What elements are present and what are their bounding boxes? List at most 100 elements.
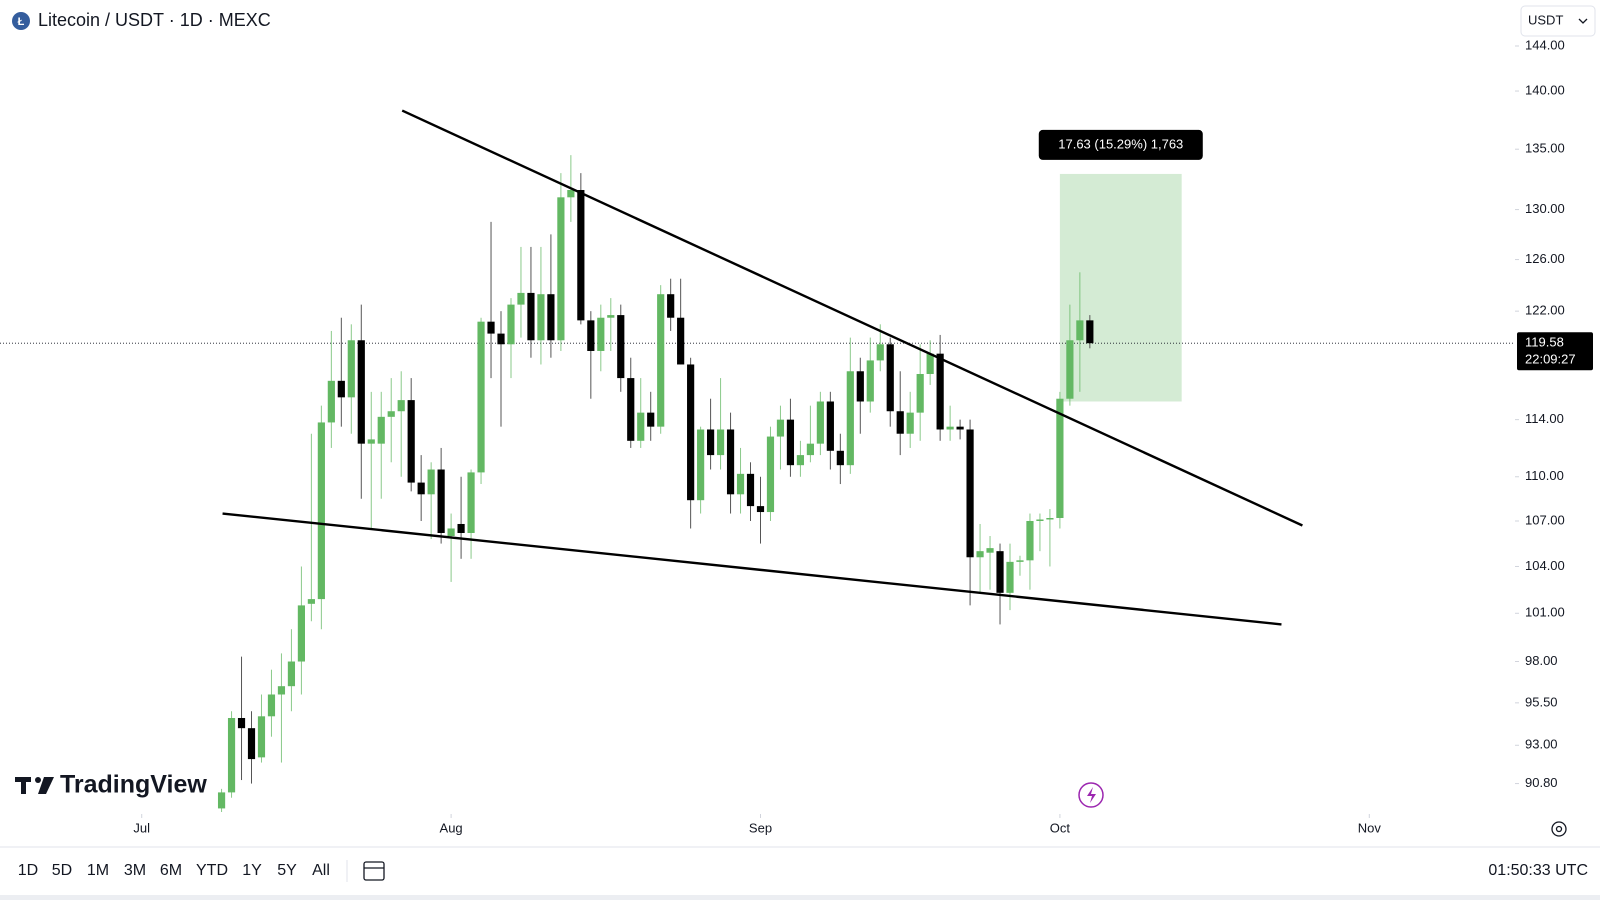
y-tick-label: 140.00 xyxy=(1525,82,1565,97)
candle-body xyxy=(1026,520,1034,561)
candle-body xyxy=(707,429,715,456)
candle-body xyxy=(587,320,595,351)
candle-body xyxy=(816,401,824,444)
candle-body xyxy=(627,378,635,441)
candle-body xyxy=(677,317,685,365)
candle-body xyxy=(337,380,345,398)
x-tick-label: Sep xyxy=(749,820,772,835)
candle-body xyxy=(856,371,864,402)
y-tick-label: 110.00 xyxy=(1525,468,1564,483)
logo-shape xyxy=(38,777,54,794)
candle-body xyxy=(866,360,874,402)
candle-body xyxy=(537,294,545,341)
candle-body xyxy=(287,661,296,687)
candle-body xyxy=(487,321,495,334)
range-button[interactable]: All xyxy=(312,862,330,879)
candle-body xyxy=(986,548,994,553)
calendar-icon[interactable] xyxy=(363,861,385,881)
candle-body xyxy=(387,411,395,417)
y-tick-label: 93.00 xyxy=(1525,737,1558,752)
candle-body xyxy=(427,469,435,495)
candle-body xyxy=(417,482,425,495)
candle-body xyxy=(477,321,485,473)
candle-body xyxy=(277,686,286,695)
candle-body xyxy=(447,528,455,537)
candle-body xyxy=(557,197,565,341)
candle-body xyxy=(247,728,256,760)
candle-body xyxy=(996,551,1004,593)
candle-body xyxy=(317,422,325,600)
x-tick-label: Jul xyxy=(133,820,150,835)
candle-body xyxy=(876,344,884,361)
y-tick-label: 130.00 xyxy=(1525,201,1565,216)
y-tick-label: 135.00 xyxy=(1525,141,1565,156)
candle-body xyxy=(736,473,745,495)
candle-body xyxy=(836,450,844,466)
currency-label[interactable]: USDT xyxy=(1528,12,1563,27)
candle-body xyxy=(507,304,515,345)
candle-body xyxy=(307,599,315,604)
candle-body xyxy=(607,315,615,318)
symbol-title[interactable]: Litecoin / USDT · 1D · MEXC xyxy=(38,10,271,30)
candle-body xyxy=(547,294,555,341)
candle-body xyxy=(756,506,765,513)
y-tick-label: 98.00 xyxy=(1525,653,1558,668)
candle-body xyxy=(667,294,675,318)
candle-body xyxy=(327,380,335,423)
y-tick-label: 104.00 xyxy=(1525,558,1565,573)
candle-body xyxy=(796,455,805,466)
position-label-box xyxy=(1038,129,1203,160)
candle-body xyxy=(657,294,665,427)
y-tick-label: 122.00 xyxy=(1525,303,1565,318)
range-button[interactable]: 5D xyxy=(52,862,72,879)
candle-body xyxy=(946,426,954,430)
logo-shape xyxy=(35,777,41,783)
trendline xyxy=(401,109,1303,527)
candle-body xyxy=(846,371,854,466)
candle-body xyxy=(697,429,705,501)
candle-body xyxy=(437,469,445,533)
lightning-glyph xyxy=(1087,787,1096,803)
candle-body xyxy=(1046,518,1054,520)
coin-icon-glyph: Ł xyxy=(18,16,25,28)
candle-body xyxy=(467,472,475,533)
dropdown-caret xyxy=(1578,18,1588,24)
candle-body xyxy=(976,551,984,558)
candle-body xyxy=(357,340,365,444)
range-button[interactable]: 3M xyxy=(124,862,146,879)
range-button[interactable]: 5Y xyxy=(277,862,297,879)
range-button[interactable]: 1D xyxy=(18,862,38,879)
candle-body xyxy=(237,717,246,729)
y-tick-label: 95.50 xyxy=(1525,694,1558,709)
candle-body xyxy=(1076,320,1084,341)
candle-body xyxy=(766,436,775,513)
trendline xyxy=(222,512,1282,626)
candle-body xyxy=(517,292,525,305)
candle-body xyxy=(527,292,535,341)
range-button[interactable]: YTD xyxy=(196,862,228,879)
y-tick-label: 144.00 xyxy=(1525,37,1565,52)
position-target-zone xyxy=(1059,173,1182,402)
candle-body xyxy=(1066,340,1074,399)
x-tick-label: Oct xyxy=(1050,820,1071,835)
candle-body xyxy=(716,429,725,456)
settings-icon-center xyxy=(1555,825,1563,833)
candle-body xyxy=(906,412,914,434)
range-button[interactable]: 1M xyxy=(87,862,109,879)
settings-icon[interactable] xyxy=(1551,821,1567,837)
candle-body xyxy=(1036,519,1044,521)
candle-body xyxy=(1016,560,1024,562)
range-button[interactable]: 6M xyxy=(160,862,182,879)
candle-body xyxy=(217,792,226,809)
candle-body xyxy=(726,429,735,495)
candle-body xyxy=(297,605,305,662)
brand-name: TradingView xyxy=(60,771,207,799)
range-button[interactable]: 1Y xyxy=(242,862,262,879)
y-tick-label: 90.80 xyxy=(1525,775,1558,790)
candle-body xyxy=(257,716,266,758)
candle-body xyxy=(347,340,355,398)
currency-dropdown[interactable] xyxy=(1520,5,1596,37)
candle-body xyxy=(267,694,276,717)
candle-body xyxy=(806,443,814,456)
